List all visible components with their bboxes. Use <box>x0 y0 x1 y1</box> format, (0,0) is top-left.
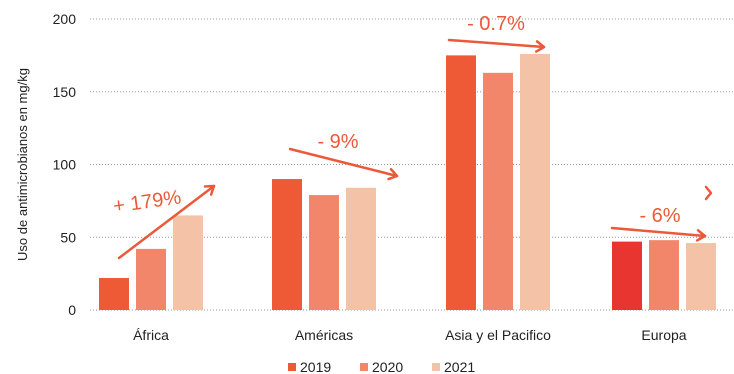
trend-annotation: - 0.7% <box>467 13 525 35</box>
legend-label: 2019 <box>300 359 331 374</box>
y-tick-label: 100 <box>53 157 77 173</box>
trend-arrow-line <box>117 184 216 260</box>
bar-2021-2 <box>520 53 550 311</box>
bar-2019-2 <box>446 55 476 310</box>
legend-swatch <box>432 363 440 371</box>
category-label: Asia y el Pacifico <box>445 327 551 343</box>
bar-2020-0 <box>136 248 166 310</box>
bar-2019-1 <box>272 179 302 310</box>
trend-arrow-line <box>610 226 707 238</box>
trend-annotation: - 6% <box>639 205 680 227</box>
category-label: Américas <box>295 327 353 343</box>
legend-label: 2021 <box>444 359 475 374</box>
chevron-icon <box>704 185 713 201</box>
bar-2020-2 <box>483 72 513 311</box>
trend-arrowhead <box>387 168 399 181</box>
trend-arrowhead <box>534 40 546 53</box>
category-label: África <box>133 327 169 343</box>
legend-swatch <box>288 363 296 371</box>
bar-2021-3 <box>686 243 716 310</box>
legend-label: 2020 <box>372 359 403 374</box>
y-tick-label: 150 <box>53 84 77 100</box>
bar-2021-1 <box>346 187 376 310</box>
trend-arrow-line <box>288 147 399 178</box>
trend-annotation: + 179% <box>112 186 183 217</box>
bar-2019-3 <box>612 241 642 310</box>
trend-arrowhead <box>695 229 707 242</box>
category-label: Europa <box>641 327 686 343</box>
bar-2021-0 <box>173 215 203 310</box>
bar-2020-1 <box>309 195 339 310</box>
trend-arrow-line <box>447 38 546 49</box>
trend-annotation: - 9% <box>317 131 358 153</box>
y-tick-label: 50 <box>60 229 76 245</box>
y-tick-label: 200 <box>53 11 77 27</box>
y-axis-label: Uso de antimicrobianos en mg/kg <box>15 68 30 261</box>
bar-2019-0 <box>99 277 129 310</box>
bar-2020-3 <box>649 240 679 310</box>
legend-swatch <box>360 363 368 371</box>
trend-arrowhead <box>203 184 216 196</box>
y-tick-label: 0 <box>68 302 76 318</box>
